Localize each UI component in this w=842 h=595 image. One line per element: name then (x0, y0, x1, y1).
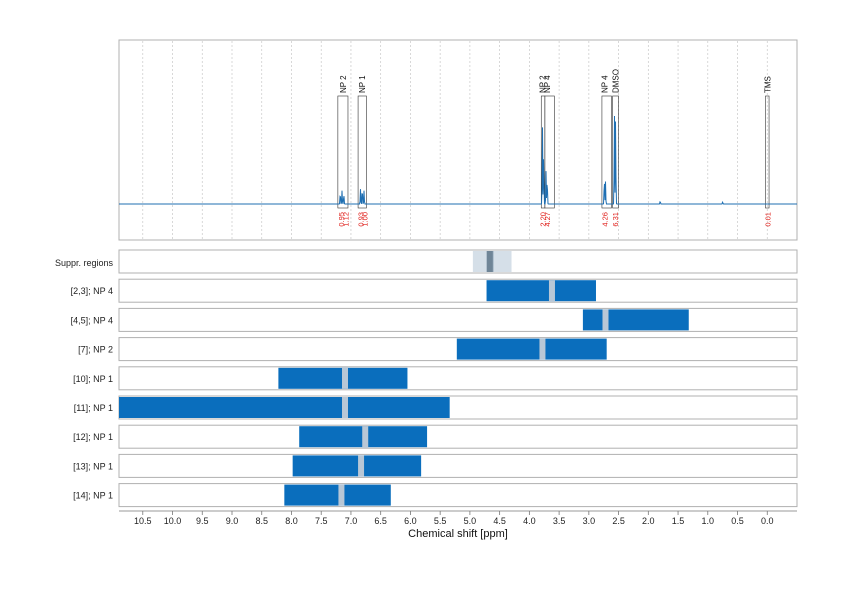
integral-values: 0.951.12 0.931.00 2.204.27 4.26 6.31 0.01 (337, 212, 772, 227)
x-tick-label-2: 9.5 (196, 516, 209, 526)
peak-label-2: NP 2 (538, 75, 547, 93)
suppr-region-core (486, 251, 493, 272)
x-tick-label-6: 7.5 (315, 516, 328, 526)
x-tick-label-13: 4.0 (523, 516, 536, 526)
row-bar-2 (456, 338, 607, 360)
row-marker-3 (342, 367, 348, 389)
row-frame-0 (118, 278, 798, 303)
x-tick-label-14: 3.5 (553, 516, 566, 526)
row-bar-1 (582, 309, 689, 331)
integral-value-8: 0.01 (763, 212, 772, 227)
row-marker-1 (602, 309, 609, 331)
integral-value-4: 2.20 (538, 212, 547, 227)
x-axis: 10.5 10.0 9.5 9.0 8.5 8.0 7.5 7.0 6.5 6.0 5.5 5.0 4.… (119, 510, 797, 526)
row-label-6: [13]; NP 1 (73, 461, 113, 471)
row-bar-6 (292, 455, 422, 477)
x-tick-label-12: 4.5 (493, 516, 506, 526)
spectrum-grid (142, 41, 768, 239)
x-tick-label-3: 9.0 (226, 516, 239, 526)
row-marker-6 (358, 455, 365, 477)
row-frame-6 (118, 453, 798, 478)
spectrum-panel (118, 39, 798, 241)
peak-label-4: NP 4 (600, 75, 609, 93)
x-tick-label-20: 0.5 (731, 516, 744, 526)
row-marker-5 (362, 426, 369, 448)
region-rows: [2,3]; NP 4 [4,5]; NP 4 [7]; NP 2 [10]; NP … (71, 278, 798, 508)
row-marker-0 (548, 280, 555, 302)
x-tick-label-16: 2.5 (612, 516, 625, 526)
x-tick-label-4: 8.5 (255, 516, 268, 526)
row-bar-0 (486, 280, 596, 302)
integral-value-1: 1.12 (342, 212, 351, 227)
integral-value-0: 0.95 (337, 212, 346, 227)
integral-value-7: 6.31 (611, 212, 620, 227)
x-tick-label-19: 1.0 (702, 516, 715, 526)
row-frame-2 (118, 337, 798, 362)
x-axis-label: Chemical shift [ppm] (408, 528, 508, 540)
peak-label-boxes (337, 95, 770, 209)
integral-value-6: 4.26 (600, 212, 609, 227)
x-tick-label-21: 0.0 (761, 516, 774, 526)
x-tick-label-0: 10.5 (134, 516, 152, 526)
peak-labels: NP 2 NP 1 NP 2NP 4 NP 4 DMSO TMS (339, 69, 772, 93)
row-frame-7 (118, 483, 798, 508)
peak-label-5: DMSO (612, 69, 621, 93)
peak-label-box-4 (601, 95, 612, 209)
peak-label-box-6 (765, 95, 770, 209)
row-label-4: [11]; NP 1 (74, 403, 113, 413)
peak-label-box-5 (612, 95, 619, 209)
integral-value-3: 1.00 (361, 212, 370, 227)
x-tick-label-1: 10.0 (164, 516, 182, 526)
peak-label-1: NP 1 (358, 75, 367, 93)
row-frame-3 (118, 366, 798, 391)
x-tick-label-8: 6.5 (374, 516, 387, 526)
peak-label-6: TMS (763, 76, 772, 93)
peak-label-3: NP 4 (543, 75, 552, 93)
peak-label-box-3 (544, 95, 555, 209)
row-marker-7 (338, 484, 345, 506)
x-tick-label-15: 3.0 (583, 516, 596, 526)
x-tick-label-18: 1.5 (672, 516, 685, 526)
row-marker-4 (342, 397, 348, 418)
row-label-2: [7]; NP 2 (78, 345, 113, 355)
row-label-suppr: Suppr. regions (55, 258, 114, 268)
row-label-7: [14]; NP 1 (73, 491, 113, 501)
row-marker-2 (539, 338, 546, 360)
spectrum-line (119, 115, 797, 205)
row-label-1: [4,5]; NP 4 (71, 315, 113, 325)
suppr-row-frame (118, 249, 798, 274)
row-frame-1 (118, 307, 798, 332)
peak-label-box-0 (337, 95, 349, 209)
integral-value-2: 0.93 (356, 212, 365, 227)
row-label-3: [10]; NP 1 (73, 374, 113, 384)
x-tick-label-9: 6.0 (404, 516, 417, 526)
x-tick-label-5: 8.0 (285, 516, 298, 526)
peak-label-box-1 (357, 95, 367, 209)
x-tick-label-10: 5.5 (434, 516, 447, 526)
x-tick-label-11: 5.0 (464, 516, 477, 526)
row-label-5: [12]; NP 1 (73, 432, 113, 442)
integral-value-5: 4.27 (543, 212, 552, 227)
suppr-regions-row: Suppr. regions (55, 249, 798, 274)
row-label-0: [2,3]; NP 4 (71, 286, 113, 296)
row-frame-5 (118, 424, 798, 449)
row-bar-7 (284, 484, 391, 506)
peak-label-0: NP 2 (339, 75, 348, 93)
x-tick-label-17: 2.0 (642, 516, 655, 526)
x-tick-label-7: 7.0 (345, 516, 358, 526)
row-bar-4 (119, 397, 450, 418)
